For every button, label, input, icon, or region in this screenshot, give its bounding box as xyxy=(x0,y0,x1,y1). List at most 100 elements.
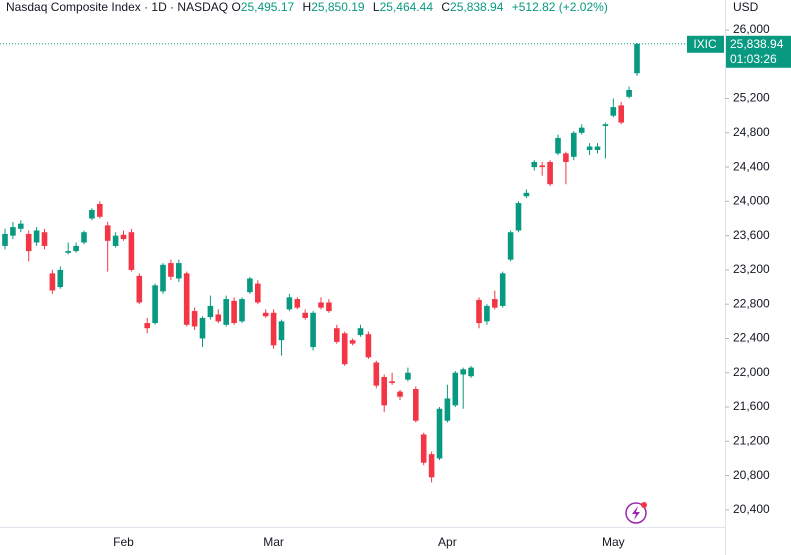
price-tag-countdown: 01:03:26 xyxy=(730,52,777,66)
y-tick-label: 26,000 xyxy=(733,22,770,36)
ohlc-legend: Nasdaq Composite Index · 1D · NASDAQ O25… xyxy=(6,0,613,14)
candle-body xyxy=(25,233,32,252)
candle-body xyxy=(65,251,71,253)
candle-body xyxy=(547,161,553,185)
y-tick-label: 21,600 xyxy=(733,399,770,413)
candle-body xyxy=(73,245,79,252)
candle-body xyxy=(152,285,158,324)
candle-body xyxy=(610,107,617,116)
candle-body xyxy=(571,132,577,157)
legend-low: 25,464.44 xyxy=(379,0,433,14)
candle-body xyxy=(318,302,324,308)
candle-body xyxy=(381,377,387,406)
candle-body xyxy=(468,367,474,377)
candle-body xyxy=(492,299,498,308)
candle-body xyxy=(413,389,419,421)
candle-body xyxy=(357,328,364,336)
candle-body xyxy=(239,299,245,322)
y-tick-label: 23,200 xyxy=(733,262,770,276)
candle-body xyxy=(33,230,40,243)
candle-body xyxy=(499,273,506,306)
candle-body xyxy=(389,381,395,384)
candle-body xyxy=(18,223,24,229)
candle-body xyxy=(373,362,380,386)
legend-low-label: L xyxy=(372,0,380,14)
candle-body xyxy=(341,333,348,365)
legend-close: 25,838.94 xyxy=(450,0,504,14)
candle-body xyxy=(618,105,624,123)
candle-body xyxy=(278,321,285,341)
candle-body xyxy=(89,209,95,219)
candle-body xyxy=(531,161,538,168)
candle-body xyxy=(586,146,593,150)
legend-title: Nasdaq Composite Index · 1D · NASDAQ xyxy=(6,0,229,14)
y-tick-label: 21,200 xyxy=(733,433,770,447)
candle-body xyxy=(262,312,269,317)
candle-body xyxy=(563,153,569,162)
candle-body xyxy=(41,232,48,246)
y-tick-label: 20,400 xyxy=(733,502,770,516)
legend-high: 25,850.19 xyxy=(311,0,365,14)
candle-body xyxy=(310,312,316,348)
candle-body xyxy=(428,454,435,478)
candle-body xyxy=(420,434,427,463)
candle-body xyxy=(144,323,150,329)
candle-body xyxy=(255,283,261,303)
candle-body xyxy=(476,299,482,324)
candle-body xyxy=(515,203,522,231)
y-tick-label: 22,400 xyxy=(733,331,770,345)
candle-body xyxy=(452,372,459,406)
y-tick-label: 22,000 xyxy=(733,365,770,379)
candle-body xyxy=(594,146,601,150)
candle-body xyxy=(49,273,56,291)
legend-open: 25,495.17 xyxy=(240,0,295,14)
candle-body xyxy=(294,299,301,308)
x-tick-label: Apr xyxy=(438,535,457,549)
candle-body xyxy=(555,137,561,154)
candle-body xyxy=(191,311,198,327)
candle-body xyxy=(365,334,372,358)
candle-body xyxy=(120,234,127,240)
y-tick-label: 24,000 xyxy=(733,194,770,208)
x-tick-label: May xyxy=(602,535,625,549)
axis-unit: USD xyxy=(733,0,759,14)
candle-body xyxy=(97,203,103,217)
candle-body xyxy=(326,302,332,312)
candle-body xyxy=(176,263,182,279)
candle-body xyxy=(626,89,632,97)
candle-body xyxy=(223,299,229,325)
candle-body xyxy=(128,232,135,270)
candle-body xyxy=(302,312,308,318)
candle-body xyxy=(168,263,174,277)
y-tick-label: 24,800 xyxy=(733,125,770,139)
candle-body xyxy=(199,317,206,339)
candle-body xyxy=(247,278,253,293)
legend-open-label: O xyxy=(231,0,241,14)
y-tick-label: 22,800 xyxy=(733,296,770,310)
candle-body xyxy=(10,227,16,236)
candle-body xyxy=(57,269,64,288)
price-tag xyxy=(726,35,791,68)
candle-body xyxy=(136,275,143,303)
candle-body xyxy=(444,398,451,421)
event-icon[interactable] xyxy=(625,502,647,524)
candle-body xyxy=(112,235,119,246)
event-icon-dot[interactable] xyxy=(641,502,647,508)
legend-close-label: C xyxy=(441,0,451,14)
candle-body xyxy=(160,264,166,292)
candle-body xyxy=(460,369,466,375)
y-tick-label: 24,400 xyxy=(733,159,770,173)
price-tag-price: 25,838.94 xyxy=(730,37,784,51)
x-tick-label: Mar xyxy=(263,535,284,549)
candle-body xyxy=(523,192,530,197)
candle-body xyxy=(436,408,443,459)
candle-body xyxy=(207,305,214,318)
candle-body xyxy=(270,312,277,346)
candle-body xyxy=(578,127,585,133)
candle-body xyxy=(104,225,111,241)
event-icon-bolt[interactable] xyxy=(632,506,640,520)
candle-body xyxy=(634,43,640,74)
candle-body xyxy=(484,305,490,322)
y-tick-label: 20,800 xyxy=(733,468,770,482)
